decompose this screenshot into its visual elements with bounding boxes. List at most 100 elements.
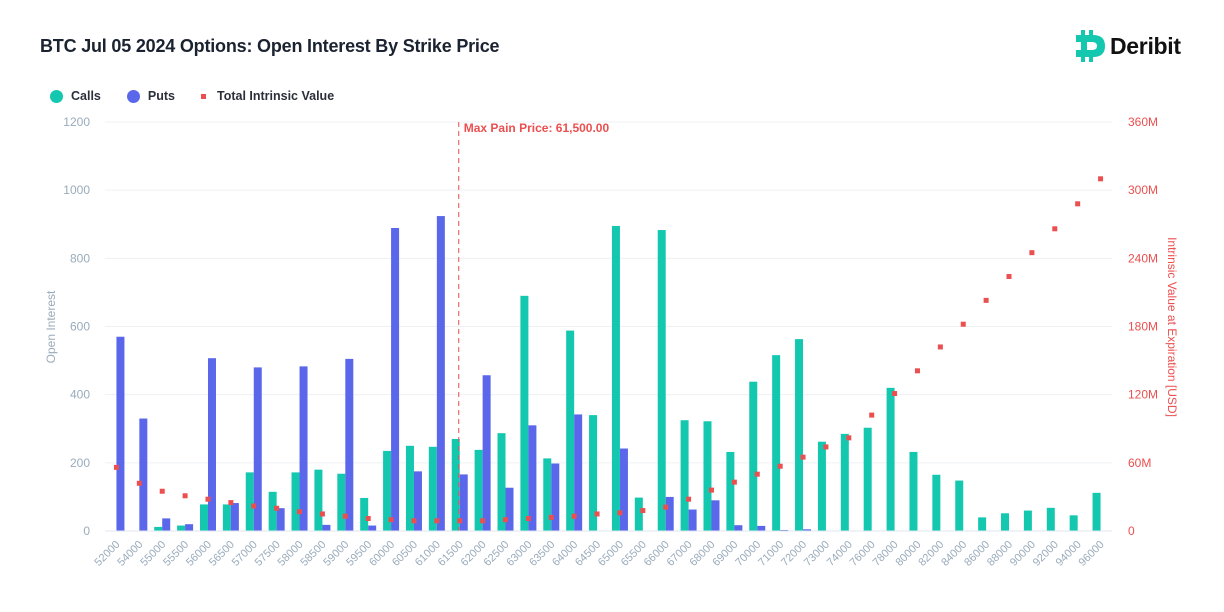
puts-bar [803, 529, 812, 531]
calls-bar [199, 504, 208, 531]
puts-bar [368, 525, 377, 531]
puts-bar [551, 463, 560, 531]
intrinsic-point [1029, 250, 1035, 256]
intrinsic-point [113, 464, 119, 470]
puts-bar [162, 518, 171, 531]
calls-bar [611, 225, 620, 531]
intrinsic-point [274, 505, 280, 511]
chart-legend: Calls Puts Total Intrinsic Value [50, 89, 360, 103]
intrinsic-point [663, 504, 669, 510]
intrinsic-point [594, 511, 600, 517]
logo-text: Deribit [1110, 32, 1181, 59]
puts-bar [459, 474, 468, 531]
left-axis-label: Open Interest [44, 290, 58, 363]
intrinsic-point [159, 488, 165, 494]
calls-bar [154, 526, 163, 531]
intrinsic-point [411, 518, 417, 524]
puts-bar [665, 496, 674, 531]
intrinsic-point [228, 500, 234, 506]
y2-tick-label: 60M [1128, 456, 1151, 470]
calls-bar [428, 446, 437, 531]
puts-bar [139, 418, 148, 531]
calls-bar [886, 387, 895, 531]
y2-tick-label: 120M [1128, 388, 1158, 402]
legend-item-calls[interactable]: Calls [50, 89, 101, 103]
intrinsic-point [503, 517, 509, 523]
calls-bar [932, 474, 941, 531]
intrinsic-point [686, 496, 692, 502]
x-tick-label: 96000 [1077, 539, 1107, 569]
calls-bar [589, 415, 598, 531]
intrinsic-points [113, 176, 1104, 524]
intrinsic-legend-marker-icon [200, 93, 206, 99]
calls-bar [955, 480, 964, 531]
bars [116, 216, 1101, 532]
intrinsic-point [525, 516, 531, 522]
calls-bar [634, 497, 643, 531]
calls-bar [1092, 492, 1101, 531]
calls-bar [749, 381, 758, 531]
intrinsic-point [1098, 176, 1104, 182]
intrinsic-point [388, 517, 394, 523]
calls-bar [840, 433, 849, 531]
calls-bar [314, 469, 323, 531]
puts-bar [322, 524, 331, 531]
deribit-logo-icon [1076, 30, 1105, 62]
puts-bar [391, 227, 400, 532]
calls-bar [1046, 507, 1055, 531]
intrinsic-point [182, 493, 188, 499]
calls-bar [291, 472, 300, 531]
intrinsic-point [457, 518, 463, 524]
intrinsic-point [548, 514, 554, 520]
puts-bar [505, 487, 514, 531]
intrinsic-point [754, 471, 760, 477]
intrinsic-point [823, 444, 829, 450]
puts-legend-marker-icon [126, 89, 140, 103]
legend-label-intrinsic: Total Intrinsic Value [216, 89, 335, 103]
puts-bar [734, 525, 743, 531]
puts-bar [436, 216, 445, 531]
puts-bar [207, 358, 216, 531]
legend-label-calls: Calls [71, 89, 101, 103]
intrinsic-point [846, 435, 852, 441]
calls-bar [566, 330, 575, 531]
calls-bar [337, 473, 346, 531]
legend-item-puts[interactable]: Puts [126, 89, 175, 103]
intrinsic-point [434, 518, 440, 524]
intrinsic-point [914, 368, 920, 374]
intrinsic-point [640, 508, 646, 514]
intrinsic-point [617, 510, 623, 516]
calls-bar [222, 504, 231, 531]
puts-bar [757, 525, 766, 531]
deribit-logo: Deribit [1076, 30, 1181, 62]
puts-bar [688, 509, 697, 531]
puts-bar [711, 500, 720, 531]
legend-item-intrinsic[interactable]: Total Intrinsic Value [200, 89, 335, 103]
intrinsic-point [136, 480, 142, 486]
puts-bar [413, 471, 422, 531]
puts-bar [619, 448, 628, 531]
calls-bar [1069, 515, 1078, 531]
chart-title: BTC Jul 05 2024 Options: Open Interest B… [40, 36, 500, 56]
calls-bar [177, 525, 186, 531]
intrinsic-point [892, 391, 898, 397]
y2-tick-label: 300M [1128, 183, 1158, 197]
intrinsic-point [1006, 274, 1012, 280]
y-tick-label: 800 [70, 251, 90, 265]
calls-bar [817, 441, 826, 531]
calls-bar [497, 433, 506, 531]
calls-bar [863, 427, 872, 531]
right-axis-label: Intrinsic Value at Expiration [USD] [1165, 237, 1179, 417]
calls-bar [680, 420, 689, 531]
intrinsic-point [777, 463, 783, 469]
max-pain-label: Max Pain Price: 61,500.00 [464, 121, 610, 135]
puts-bar [528, 425, 537, 531]
intrinsic-point [342, 513, 348, 519]
y-tick-label: 0 [83, 524, 90, 538]
calls-bar [245, 472, 254, 531]
calls-bar [474, 449, 483, 531]
y2-tick-label: 240M [1128, 251, 1158, 265]
y2-tick-label: 360M [1128, 115, 1158, 129]
puts-bar [230, 503, 239, 531]
puts-bar [116, 336, 125, 531]
